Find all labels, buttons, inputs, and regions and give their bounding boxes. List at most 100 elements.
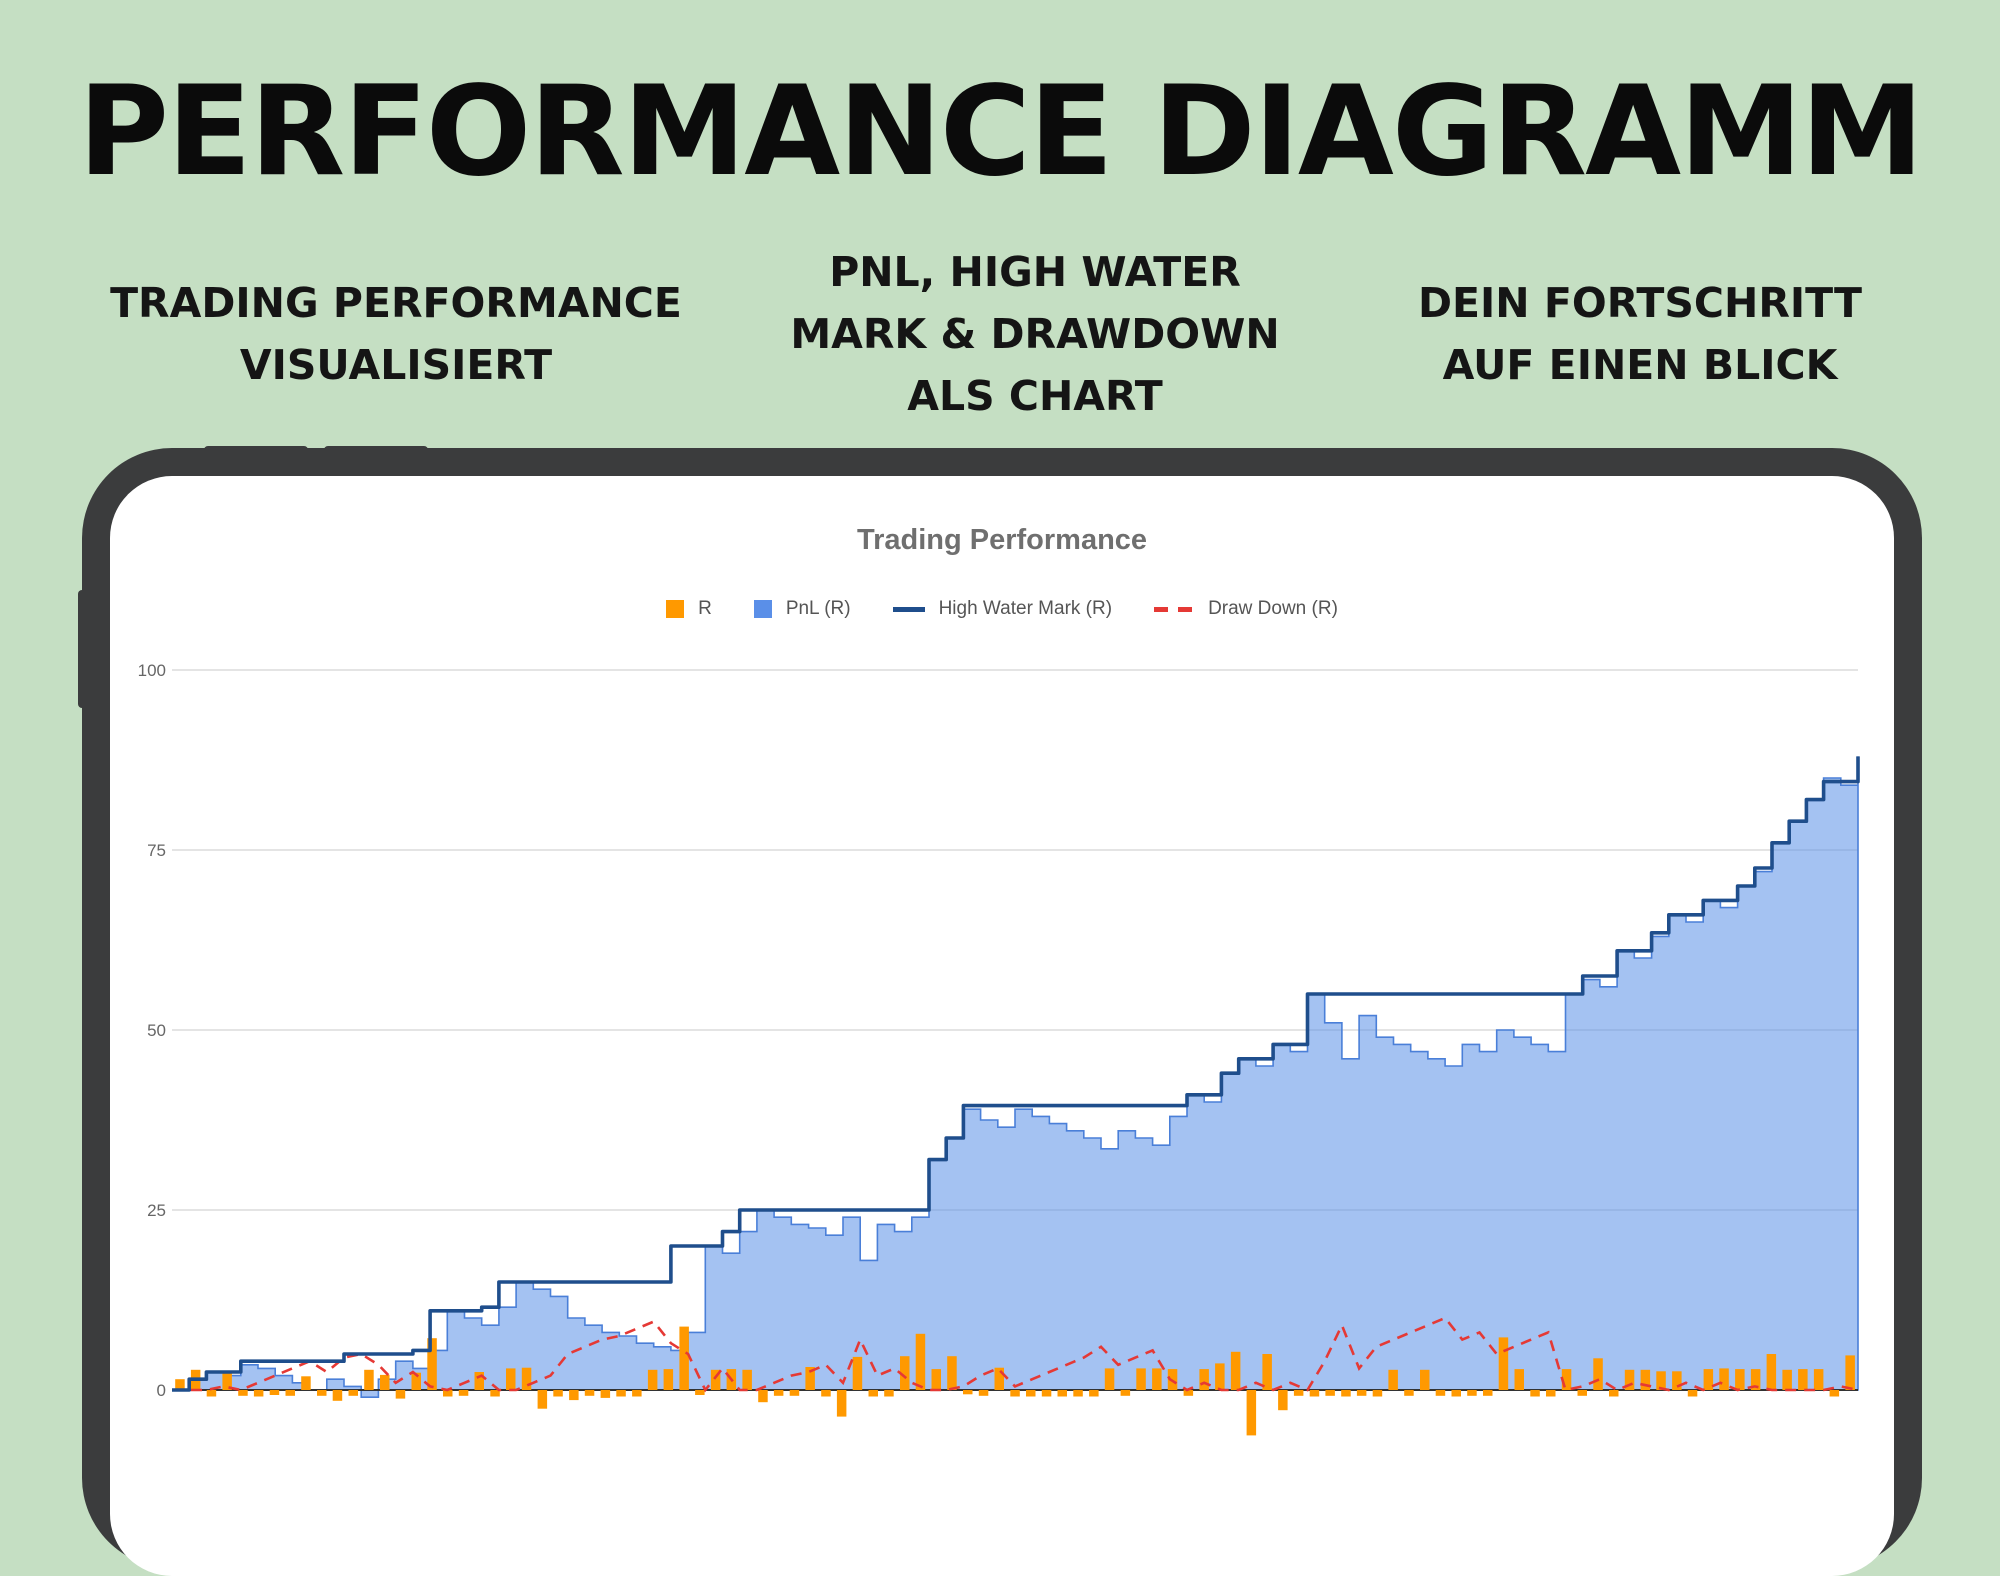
legend-swatch-r bbox=[666, 600, 685, 618]
r-bar bbox=[915, 1333, 926, 1390]
feature-line: DEIN FORTSCHRITT bbox=[1417, 279, 1863, 327]
r-bar bbox=[474, 1372, 484, 1390]
legend-item-drawdown: Draw Down (R) bbox=[1154, 598, 1338, 620]
r-bar bbox=[1278, 1390, 1288, 1411]
r-bar bbox=[1561, 1369, 1572, 1390]
r-bar bbox=[1152, 1368, 1162, 1390]
r-bar bbox=[222, 1372, 232, 1390]
r-bar bbox=[679, 1326, 689, 1390]
r-bar bbox=[600, 1390, 611, 1398]
r-bar bbox=[868, 1390, 878, 1397]
feature-line: VISUALISIERT bbox=[239, 341, 553, 389]
r-bar bbox=[1420, 1369, 1430, 1390]
r-bar bbox=[1041, 1390, 1052, 1397]
r-bar bbox=[458, 1390, 469, 1396]
r-bar bbox=[301, 1376, 311, 1390]
r-bar bbox=[852, 1356, 863, 1390]
r-bar bbox=[947, 1356, 957, 1390]
r-bar bbox=[1325, 1390, 1335, 1396]
r-bar bbox=[1230, 1351, 1241, 1390]
r-bar bbox=[1514, 1369, 1524, 1390]
r-bar bbox=[900, 1356, 910, 1390]
tablet-side-button[interactable] bbox=[78, 590, 86, 708]
r-bar bbox=[443, 1390, 453, 1397]
r-bar bbox=[1356, 1390, 1367, 1396]
chart-plot-area: 0 25 50 75 100 bbox=[138, 661, 1860, 1436]
r-bar bbox=[317, 1390, 327, 1396]
legend-swatch-pnl bbox=[753, 600, 772, 618]
r-bar bbox=[537, 1390, 548, 1409]
legend-item-r: R bbox=[666, 598, 712, 620]
feature-progress: DEIN FORTSCHRITT AUF EINEN BLICK bbox=[1340, 272, 1940, 396]
y-tick-label: 100 bbox=[138, 661, 166, 680]
r-bar bbox=[1813, 1369, 1824, 1390]
r-bar bbox=[1057, 1390, 1067, 1397]
legend-label: Draw Down (R) bbox=[1208, 598, 1338, 619]
y-tick-label: 25 bbox=[147, 1201, 166, 1220]
r-bar bbox=[1703, 1369, 1714, 1390]
r-bar bbox=[1293, 1390, 1304, 1396]
r-bar bbox=[411, 1372, 421, 1390]
r-bar bbox=[836, 1390, 847, 1417]
chart-legend: R PnL (R) High Water Mark (R) Draw Down … bbox=[110, 598, 1894, 620]
r-bar bbox=[1624, 1369, 1635, 1390]
r-bar bbox=[1719, 1368, 1729, 1390]
tablet-screen: Trading Performance R PnL (R) High Water… bbox=[110, 476, 1894, 1576]
r-bar bbox=[553, 1390, 563, 1397]
r-bar bbox=[1498, 1337, 1509, 1390]
drawdown-line bbox=[172, 1316, 1859, 1393]
r-bar bbox=[978, 1390, 989, 1396]
legend-item-pnl: PnL (R) bbox=[753, 598, 851, 620]
legend-item-hwm: High Water Mark (R) bbox=[892, 598, 1113, 620]
page-headline: PERFORMANCE DIAGRAMM bbox=[78, 60, 1924, 204]
legend-swatch-drawdown bbox=[1154, 606, 1195, 612]
r-bar bbox=[647, 1369, 658, 1390]
r-bar bbox=[1404, 1390, 1414, 1396]
r-bar bbox=[569, 1390, 579, 1401]
y-tick-label: 75 bbox=[147, 841, 166, 860]
legend-label: R bbox=[698, 598, 712, 619]
r-bar bbox=[348, 1390, 358, 1396]
r-bar bbox=[1372, 1390, 1383, 1397]
r-bar bbox=[1199, 1369, 1209, 1390]
feature-line: MARK & DRAWDOWN bbox=[790, 310, 1280, 358]
feature-line: PNL, HIGH WATER bbox=[829, 248, 1241, 296]
r-bar bbox=[380, 1374, 390, 1390]
r-bar bbox=[1467, 1390, 1477, 1396]
r-bar bbox=[1672, 1371, 1682, 1390]
r-bar bbox=[710, 1369, 721, 1390]
legend-label: High Water Mark (R) bbox=[938, 598, 1113, 619]
r-bar bbox=[1609, 1390, 1619, 1397]
tablet-top-button[interactable] bbox=[204, 446, 308, 454]
r-bar bbox=[238, 1390, 248, 1396]
r-bar bbox=[1309, 1390, 1320, 1397]
r-bar bbox=[1073, 1390, 1083, 1397]
r-bar bbox=[1341, 1390, 1351, 1397]
r-bar bbox=[742, 1369, 752, 1390]
r-bar bbox=[269, 1390, 280, 1395]
r-bar bbox=[1766, 1354, 1777, 1390]
r-bar bbox=[1656, 1371, 1666, 1390]
chart-title: Trading Performance bbox=[856, 524, 1148, 556]
r-bar bbox=[884, 1390, 894, 1397]
r-bar bbox=[1246, 1390, 1257, 1436]
r-bar bbox=[1640, 1369, 1651, 1390]
r-bar bbox=[1782, 1369, 1792, 1390]
y-tick-label: 50 bbox=[147, 1021, 166, 1040]
feature-line: ALS CHART bbox=[907, 372, 1163, 420]
r-bar bbox=[1829, 1390, 1840, 1397]
r-bar bbox=[427, 1338, 437, 1390]
r-bar bbox=[364, 1369, 374, 1390]
r-bar bbox=[616, 1390, 626, 1397]
r-bar bbox=[1483, 1390, 1493, 1396]
r-bar bbox=[1593, 1358, 1603, 1390]
r-bar bbox=[206, 1390, 217, 1397]
tablet-top-button[interactable] bbox=[324, 446, 428, 454]
legend-label: PnL (R) bbox=[785, 598, 851, 619]
r-bar bbox=[773, 1390, 784, 1396]
r-bar bbox=[175, 1379, 185, 1390]
r-bar bbox=[789, 1390, 800, 1396]
r-bar bbox=[931, 1369, 941, 1390]
r-bar bbox=[1388, 1369, 1398, 1390]
r-bar bbox=[253, 1390, 264, 1397]
